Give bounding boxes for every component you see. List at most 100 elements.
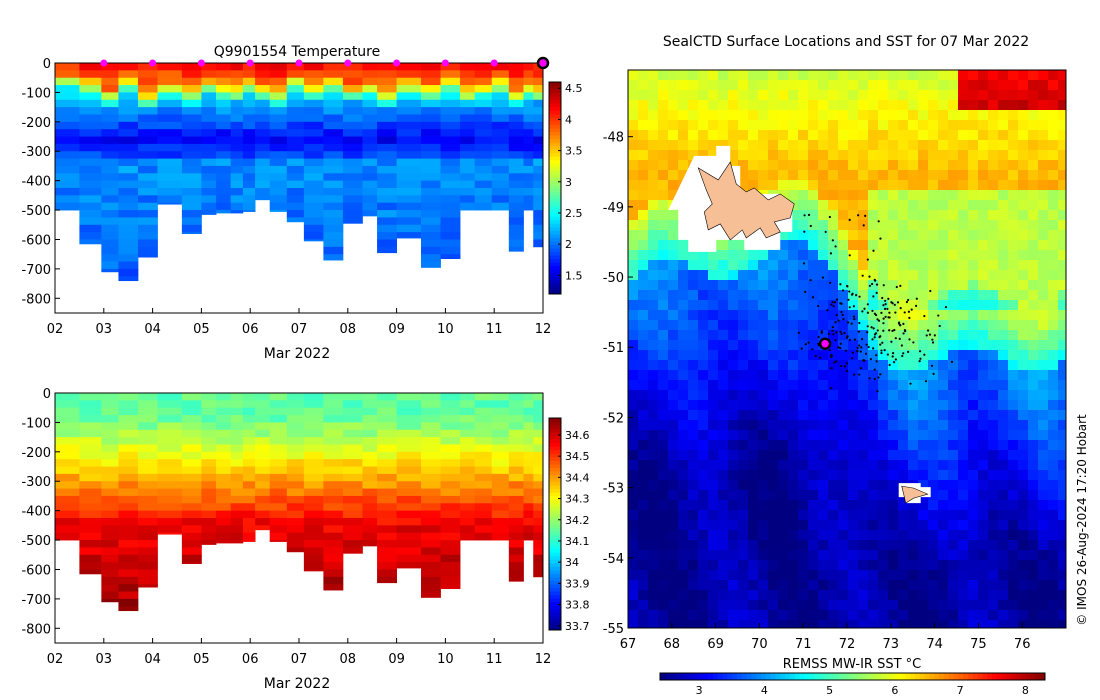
sst-colorbar-step: [833, 673, 839, 680]
sst-cell: [898, 300, 909, 311]
temperature-colorbar-color-step: [549, 283, 561, 288]
sst-cell: [648, 370, 659, 381]
sst-cell: [988, 80, 999, 91]
sst-cell: [758, 130, 769, 141]
sst-cell: [1058, 380, 1066, 391]
salinity-cell: [323, 400, 344, 409]
sst-cell: [898, 590, 909, 601]
sst-cell: [758, 340, 769, 351]
temperature-cell: [137, 210, 158, 218]
sst-cell: [898, 330, 909, 341]
salinity-cell: [440, 532, 461, 541]
temperature-cell: [377, 158, 397, 167]
sst-cell: [998, 510, 1009, 521]
salinity-cell: [242, 518, 256, 526]
seal-surface-location: [926, 329, 930, 332]
sst-cell: [898, 110, 909, 121]
salinity-cell: [491, 481, 510, 489]
sst-cell: [918, 460, 929, 471]
sst-cell: [918, 120, 929, 131]
sst-cell: [1038, 440, 1049, 451]
salinity-cell: [523, 437, 534, 445]
sst-cell: [838, 160, 849, 171]
temperature-cell: [460, 63, 476, 71]
sst-cell: [708, 90, 719, 101]
temperature-cell: [323, 151, 344, 159]
sst-cell: [998, 130, 1009, 141]
sst-cell: [758, 500, 769, 511]
sst-cell: [1048, 80, 1059, 91]
sst-cell: [808, 570, 819, 581]
salinity-cell: [118, 400, 139, 409]
sst-cell: [678, 320, 689, 331]
sst-cell: [728, 100, 739, 111]
temperature-cell: [474, 165, 493, 174]
sst-cell: [778, 320, 789, 331]
sst-cell: [918, 330, 929, 341]
salinity-cell: [533, 525, 543, 534]
sst-cell: [818, 280, 829, 291]
temperature-cell: [201, 151, 217, 159]
temperature-cell: [137, 129, 158, 137]
seal-surface-location: [879, 335, 882, 338]
seal-surface-location: [886, 307, 889, 311]
sst-cell: [868, 120, 879, 131]
sst-cell: [1038, 150, 1049, 161]
sst-cell: [748, 260, 759, 271]
temperature-cell: [362, 121, 378, 130]
temperature-cell: [533, 195, 543, 204]
sst-cell: [698, 250, 709, 261]
sst-cell: [958, 260, 969, 271]
sst-cell: [848, 280, 859, 291]
sst-cell: [648, 620, 659, 628]
sst-cell: [818, 150, 829, 161]
sst-cell: [808, 620, 819, 628]
sst-cell: [858, 390, 869, 401]
seal-surface-location: [887, 316, 890, 319]
salinity-cell: [474, 393, 493, 401]
salinity-cell: [201, 437, 217, 445]
sst-cell: [728, 270, 739, 281]
sst-cell: [658, 280, 669, 291]
salinity-cell: [181, 429, 202, 438]
temperature-cell: [255, 77, 271, 86]
sst-cell: [838, 540, 849, 551]
sst-cell: [978, 380, 989, 391]
seal-surface-location: [873, 368, 876, 371]
salinity-cell: [377, 532, 397, 541]
temperature-cell: [118, 165, 139, 174]
temperature-cell: [230, 195, 244, 204]
sst-cell: [928, 160, 939, 171]
sst-cell: [898, 130, 909, 141]
sst-cell: [1008, 470, 1019, 481]
sst-cell: [958, 560, 969, 571]
current-seal-marker: [818, 337, 832, 350]
sst-cell: [768, 440, 779, 451]
sst-cell: [658, 600, 669, 611]
temperature-cell: [396, 107, 422, 115]
salinity-cell: [396, 495, 422, 504]
temperature-cell: [377, 188, 397, 196]
salinity-cell: [533, 547, 543, 556]
salinity-colorbar-color-step: [549, 531, 561, 536]
sst-cell: [988, 420, 999, 431]
salinity-cell: [255, 459, 271, 467]
salinity-cell: [491, 451, 510, 460]
sst-cell: [978, 310, 989, 321]
seal-surface-location: [877, 220, 880, 223]
sst-cell: [708, 600, 719, 611]
sst-cell: [818, 610, 829, 621]
seal-surface-location: [846, 285, 849, 288]
temperature-cell: [323, 232, 344, 240]
sst-cell: [778, 360, 789, 371]
sst-cell: [888, 280, 899, 291]
temperature-cell: [157, 202, 183, 205]
sst-cell: [828, 590, 839, 601]
sst-cell: [838, 470, 849, 481]
sst-cell: [898, 350, 909, 361]
sst-cell: [1028, 410, 1039, 421]
sst-cell: [658, 580, 669, 591]
sst-cell: [848, 350, 859, 361]
sst-cell: [948, 320, 959, 331]
sst-colorbar-step: [818, 673, 825, 680]
